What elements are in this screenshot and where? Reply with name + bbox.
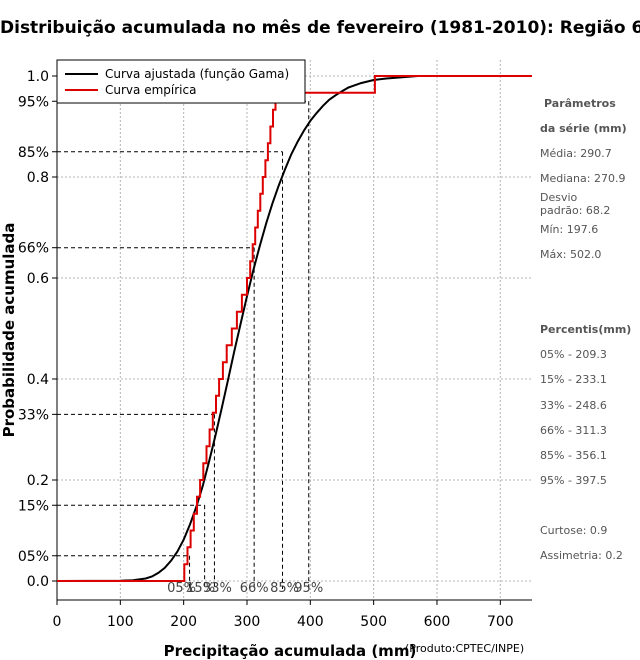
percentile-tick-label: 95%: [18, 94, 49, 110]
percentil-85: 85% - 356.1: [540, 449, 607, 462]
percentile-tick-label: 15%: [18, 498, 49, 514]
percentile-x-label: 66%: [240, 581, 269, 596]
param-max: Máx: 502.0: [540, 248, 602, 261]
legend-label-fitted: Curva ajustada (função Gama): [105, 67, 289, 81]
y-tick-label: 0.6: [27, 271, 49, 287]
percentil-05: 05% - 209.3: [540, 348, 607, 361]
stat-assimetria: Assimetria: 0.2: [540, 549, 623, 562]
percentil-95: 95% - 397.5: [540, 474, 607, 487]
stat-curtose: Curtose: 0.9: [540, 524, 608, 537]
percentis-title: Percentis(mm): [540, 323, 632, 336]
x-tick-label: 400: [297, 614, 324, 630]
x-axis-label: Precipitação acumulada (mm): [164, 642, 417, 660]
x-tick-label: 500: [360, 614, 387, 630]
percentile-tick-label: 05%: [18, 549, 49, 565]
percentil-15: 15% - 233.1: [540, 373, 607, 386]
empirical-curve: [57, 75, 532, 582]
x-tick-label: 300: [234, 614, 261, 630]
percentil-33: 33% - 248.6: [540, 399, 607, 412]
chart-title: Distribuição acumulada no mês de feverei…: [0, 18, 640, 38]
y-axis-label: Probabilidade acumulada: [0, 223, 18, 438]
plot-layer: 0 100 200 300 400 500 600 700 0.0 0.2 0.4 0.6 0.8 1.0…: [18, 60, 532, 630]
x-tick-label: 200: [170, 614, 197, 630]
param-media: Média: 290.7: [540, 147, 612, 160]
y-tick-label: 0.2: [27, 473, 49, 489]
percentile-x-label: 85%: [270, 581, 299, 596]
fitted-curve: [56, 75, 419, 582]
params-title-2: da série (mm): [540, 122, 627, 135]
y-tick-label: 0.8: [27, 170, 49, 186]
param-min: Mín: 197.6: [540, 223, 599, 236]
percentile-x-label: 33%: [203, 581, 232, 596]
x-tick-label: 0: [53, 614, 62, 630]
percentile-x-label: 15%: [186, 581, 215, 596]
percentile-x-label: 05%: [167, 581, 196, 596]
legend: Curva ajustada (função Gama) Curva empír…: [56, 59, 306, 104]
percentil-66: 66% - 311.3: [540, 424, 607, 437]
legend-label-empirical: Curva empírica: [105, 83, 196, 97]
percentile-x-label: 95%: [294, 581, 323, 596]
legend-box: [56, 59, 306, 104]
param-mediana: Mediana: 270.9: [540, 172, 626, 185]
percentile-tick-label: 85%: [18, 145, 49, 161]
y-tick-label: 1.0: [27, 69, 49, 85]
x-tick-label: 600: [424, 614, 451, 630]
y-tick-label: 0.4: [27, 372, 49, 388]
x-tick-label: 100: [107, 614, 134, 630]
x-tick-label: 700: [487, 614, 514, 630]
percentile-tick-label: 66%: [18, 241, 49, 257]
source-note: (Produto:CPTEC/INPE): [405, 642, 524, 655]
params-title-1: Parâmetros: [544, 97, 616, 110]
y-tick-label: 0.0: [27, 574, 49, 590]
param-desvio: Desvio padrão: 68.2: [540, 191, 611, 217]
percentile-tick-label: 33%: [18, 407, 49, 423]
